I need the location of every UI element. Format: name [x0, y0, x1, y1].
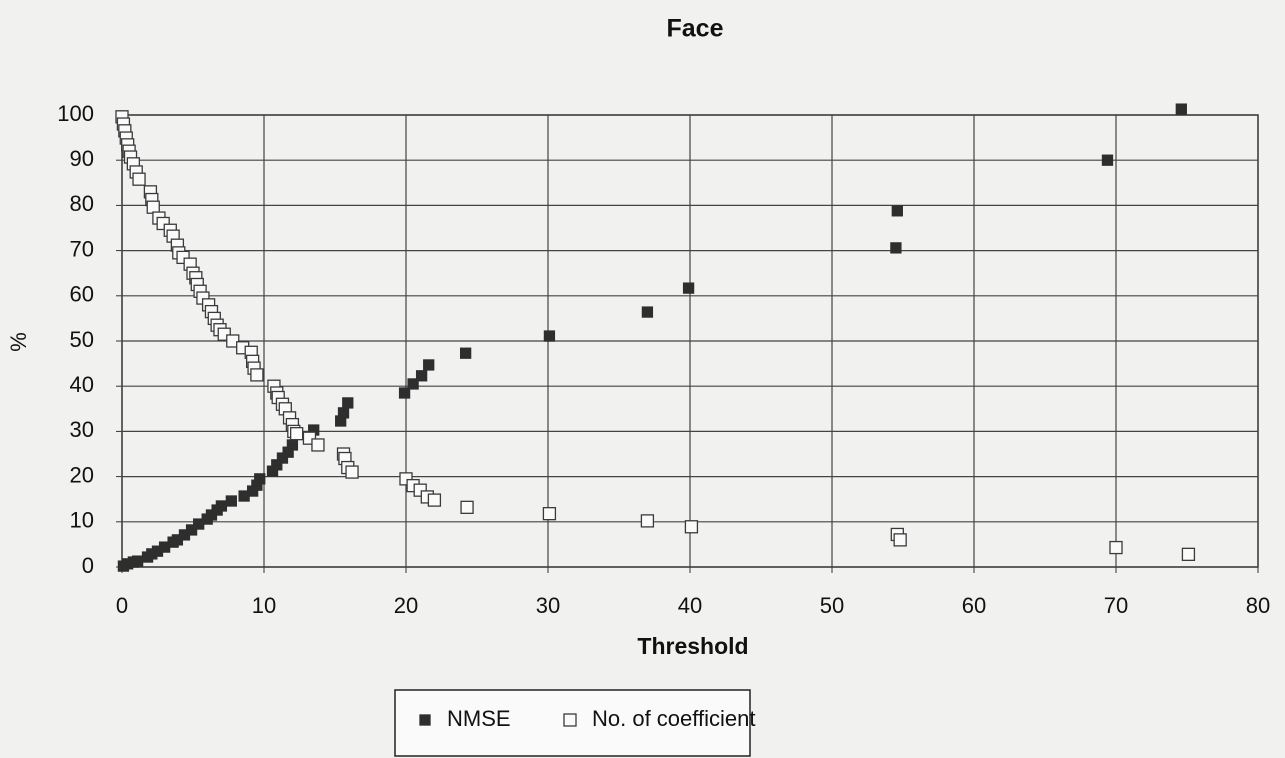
marker: [343, 398, 353, 408]
y-tick-label: 10: [70, 508, 94, 533]
marker: [251, 369, 263, 381]
x-tick-label: 80: [1246, 593, 1270, 618]
marker: [428, 494, 440, 506]
marker: [891, 243, 901, 253]
x-axis-label: Threshold: [637, 633, 748, 659]
marker: [133, 173, 145, 185]
marker: [291, 428, 303, 440]
marker: [424, 360, 434, 370]
y-tick-label: 70: [70, 236, 94, 261]
marker: [339, 408, 349, 418]
marker: [544, 331, 554, 341]
marker: [1176, 104, 1186, 114]
y-tick-label: 40: [70, 372, 94, 397]
x-tick-label: 50: [820, 593, 844, 618]
legend-marker: [564, 714, 576, 726]
x-tick-label: 60: [962, 593, 986, 618]
y-tick-label: 0: [82, 553, 94, 578]
y-tick-label: 100: [57, 101, 94, 126]
marker: [1102, 155, 1112, 165]
x-tick-label: 20: [394, 593, 418, 618]
marker: [255, 474, 265, 484]
marker: [312, 439, 324, 451]
marker: [216, 501, 226, 511]
y-tick-label: 80: [70, 191, 94, 216]
marker: [226, 496, 236, 506]
chart-title: Face: [667, 15, 724, 43]
marker: [417, 371, 427, 381]
marker: [287, 440, 297, 450]
y-tick-label: 20: [70, 462, 94, 487]
marker: [685, 521, 697, 533]
marker: [641, 515, 653, 527]
x-tick-label: 30: [536, 593, 560, 618]
marker: [133, 556, 143, 566]
x-tick-label: 0: [116, 593, 128, 618]
y-tick-label: 90: [70, 146, 94, 171]
y-tick-label: 50: [70, 327, 94, 352]
marker: [642, 307, 652, 317]
marker: [1182, 548, 1194, 560]
legend-marker: [420, 715, 430, 725]
marker: [684, 283, 694, 293]
marker: [461, 501, 473, 513]
y-tick-label: 60: [70, 282, 94, 307]
marker: [461, 348, 471, 358]
legend-label: NMSE: [447, 706, 511, 731]
marker: [346, 466, 358, 478]
x-tick-label: 40: [678, 593, 702, 618]
marker: [543, 508, 555, 520]
marker: [894, 534, 906, 546]
legend-label: No. of coefficient: [592, 706, 755, 731]
y-axis-label: %: [6, 332, 31, 352]
x-tick-label: 70: [1104, 593, 1128, 618]
marker: [892, 206, 902, 216]
chart: Face Threshold % 0 10 20 30 40 50 60 70 80 90 100 0…: [0, 0, 1285, 758]
y-tick-label: 30: [70, 417, 94, 442]
x-tick-label: 10: [252, 593, 276, 618]
marker: [1110, 542, 1122, 554]
